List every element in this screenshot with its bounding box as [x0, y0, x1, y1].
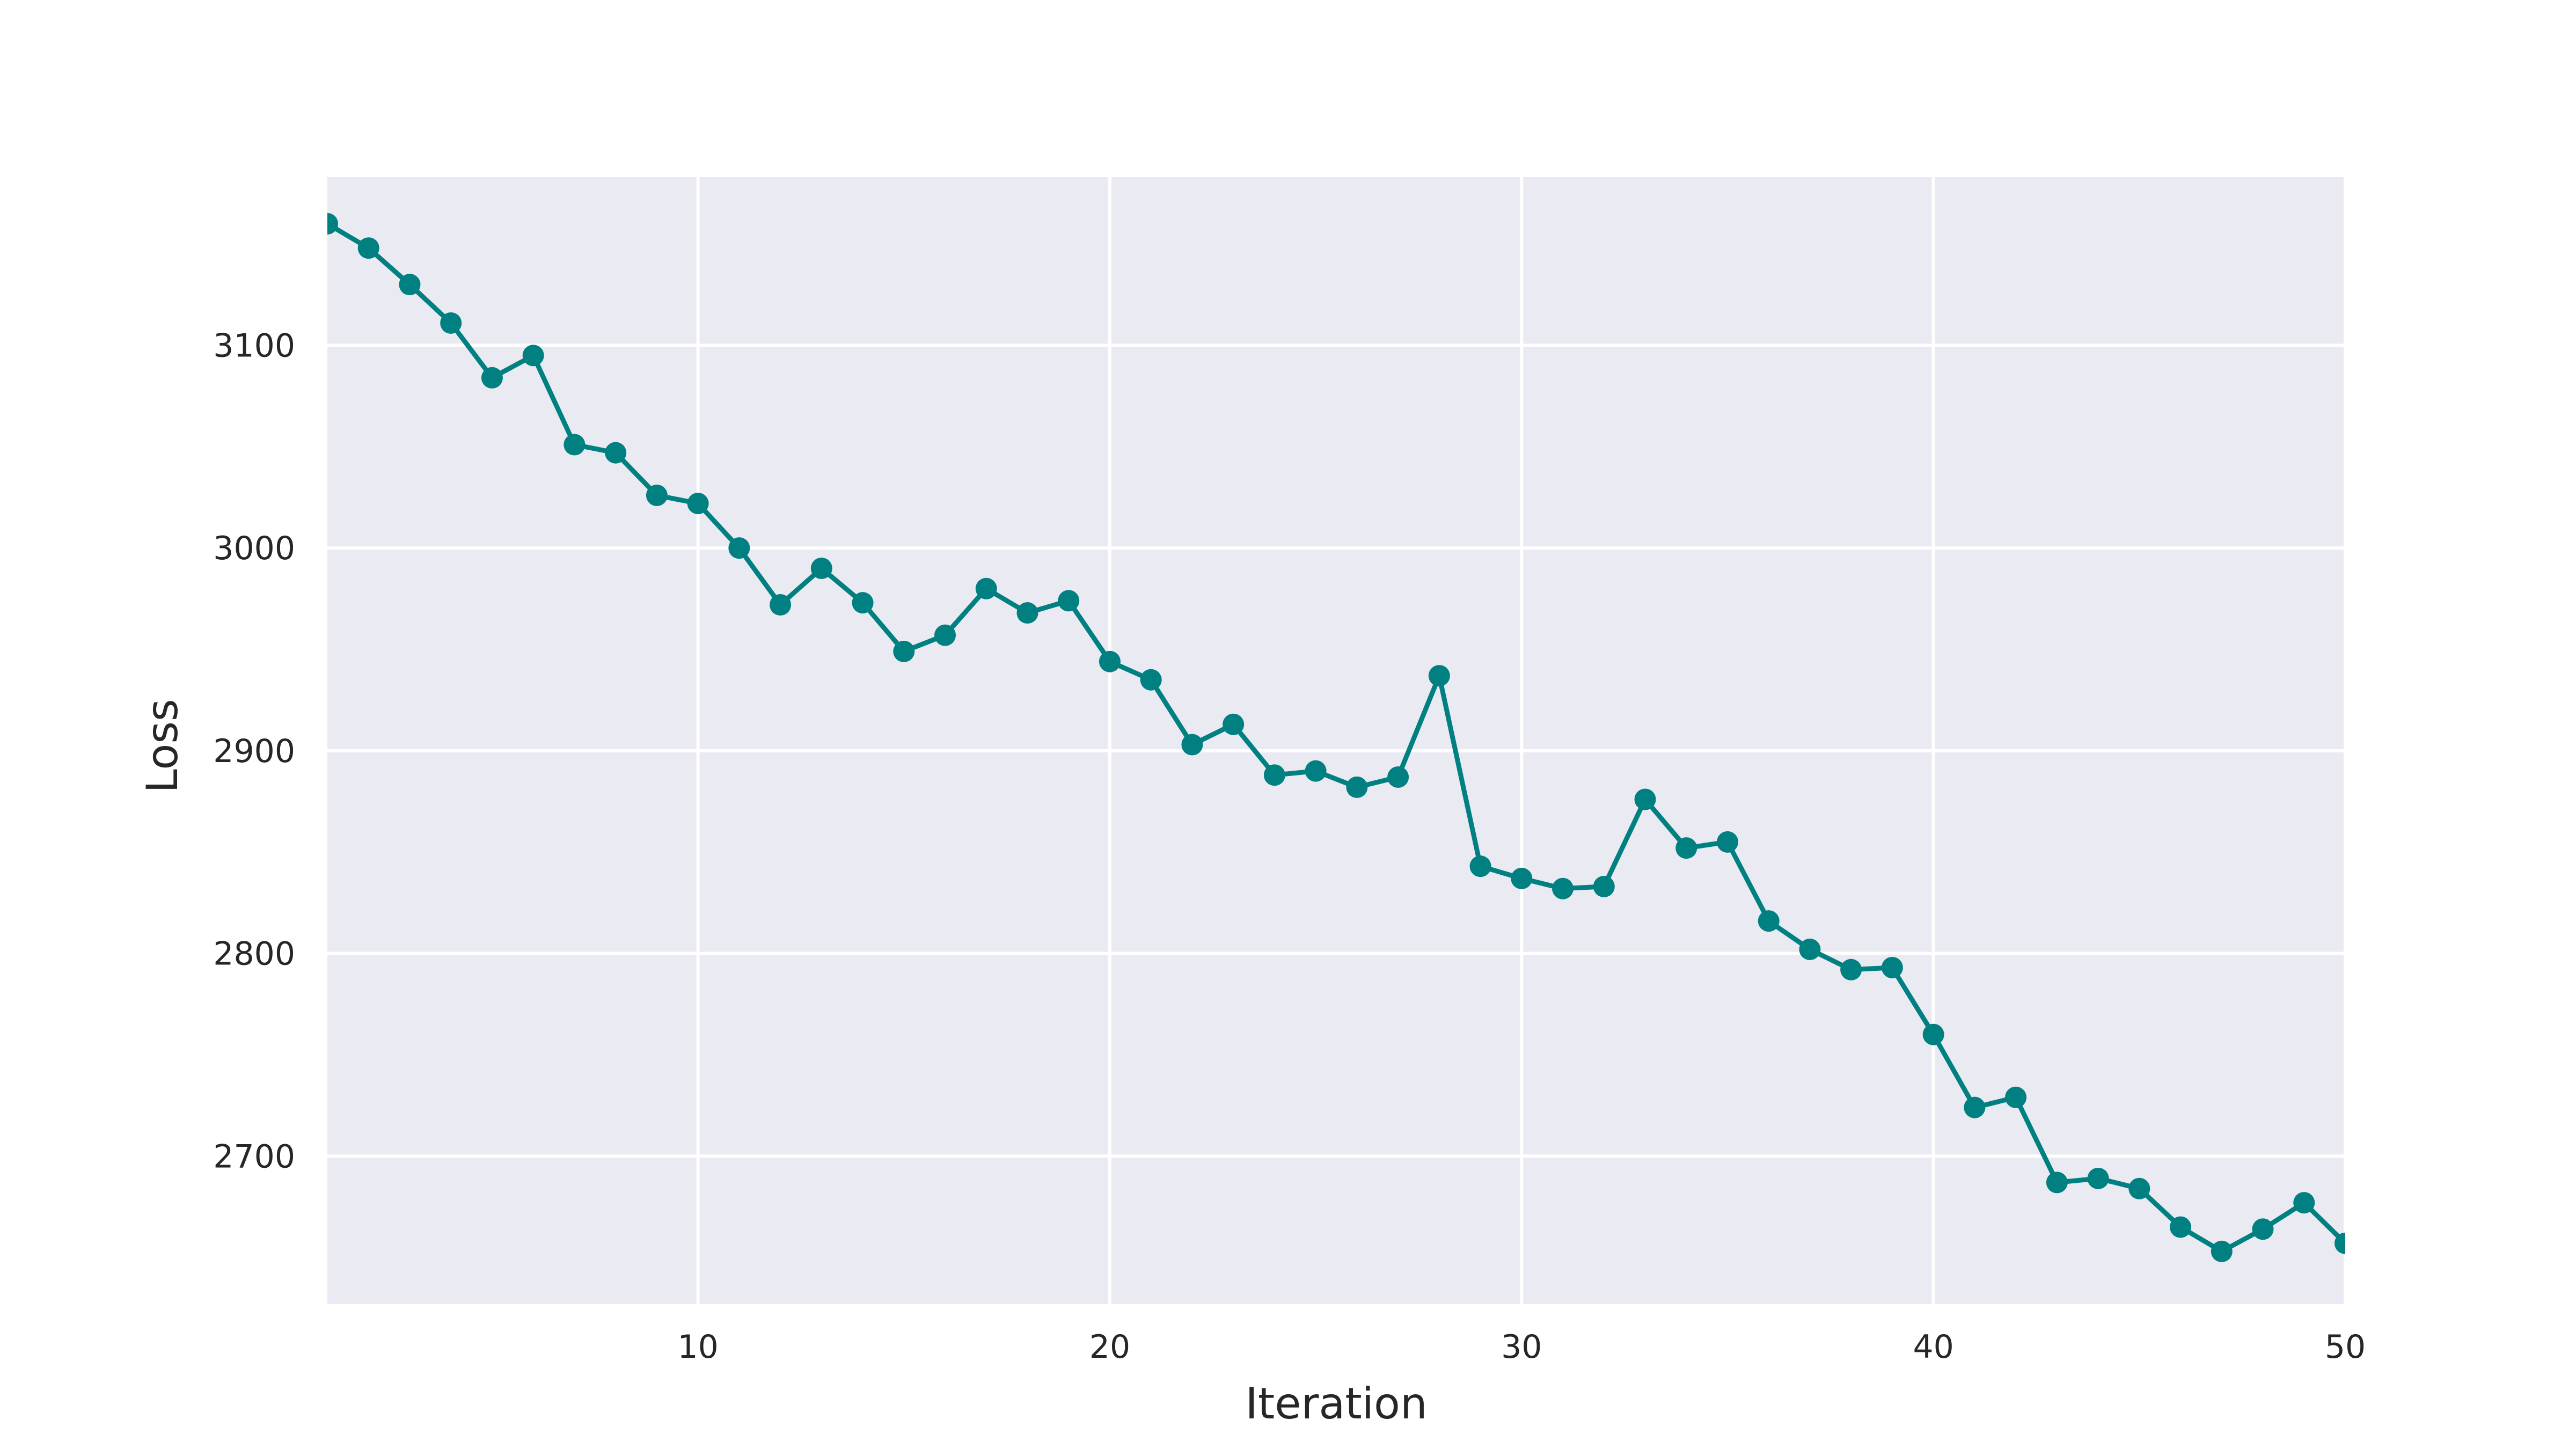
plot-background [327, 177, 2345, 1304]
data-point [1922, 1023, 1944, 1045]
y-tick-label: 3000 [213, 530, 295, 567]
y-tick-label: 2700 [213, 1138, 295, 1175]
data-point [1263, 764, 1285, 786]
x-tick-label: 50 [2325, 1328, 2366, 1366]
data-point [1140, 669, 1162, 691]
x-tick-label: 30 [1501, 1328, 1542, 1366]
data-point [327, 213, 338, 235]
data-point [1593, 875, 1615, 897]
data-point [810, 557, 832, 579]
data-point [1840, 958, 1862, 980]
data-point [1881, 957, 1903, 979]
x-tick-label: 20 [1089, 1328, 1130, 1366]
y-axis-label: Loss [137, 699, 187, 793]
data-point [2170, 1216, 2192, 1238]
data-point [1346, 776, 1368, 798]
data-point [522, 345, 544, 367]
data-point [2293, 1192, 2315, 1214]
data-point [770, 594, 792, 616]
data-point [1716, 831, 1738, 853]
data-point [1058, 590, 1080, 612]
data-point [1469, 855, 1491, 877]
data-point [1964, 1096, 1986, 1118]
series-group [327, 213, 2345, 1262]
data-point [893, 640, 915, 662]
data-point [1099, 650, 1121, 672]
data-point [2334, 1232, 2345, 1254]
data-point [2252, 1218, 2274, 1240]
data-point [440, 312, 462, 334]
data-point [399, 274, 421, 296]
data-point [2046, 1172, 2068, 1194]
data-point [1387, 766, 1409, 788]
y-tick-label: 2800 [213, 935, 295, 973]
x-tick-label: 10 [677, 1328, 718, 1366]
x-axis-label: Iteration [1245, 1379, 1427, 1429]
y-tick-label: 2900 [213, 733, 295, 770]
data-point [1758, 910, 1780, 932]
y-tick-label: 3100 [213, 327, 295, 364]
data-point [728, 537, 750, 559]
data-point [1511, 867, 1533, 889]
data-point [1181, 734, 1203, 756]
data-point [975, 577, 997, 599]
data-point [605, 442, 627, 464]
data-point [564, 434, 586, 456]
data-point [852, 592, 874, 614]
data-point [2005, 1086, 2027, 1108]
data-point [1675, 837, 1697, 859]
data-point [934, 624, 956, 646]
data-point [1799, 939, 1821, 961]
data-point [481, 367, 503, 389]
data-point [2128, 1177, 2150, 1199]
data-point [1305, 760, 1327, 782]
data-point [1552, 877, 1574, 899]
data-point [1223, 713, 1245, 735]
data-point [1016, 602, 1038, 624]
data-point [357, 237, 379, 259]
data-point [1634, 788, 1656, 810]
data-point [2211, 1240, 2233, 1262]
data-point [646, 484, 668, 506]
data-point [2087, 1167, 2109, 1189]
data-point [1428, 665, 1450, 687]
data-point [687, 493, 709, 515]
x-tick-label: 40 [1913, 1328, 1953, 1366]
